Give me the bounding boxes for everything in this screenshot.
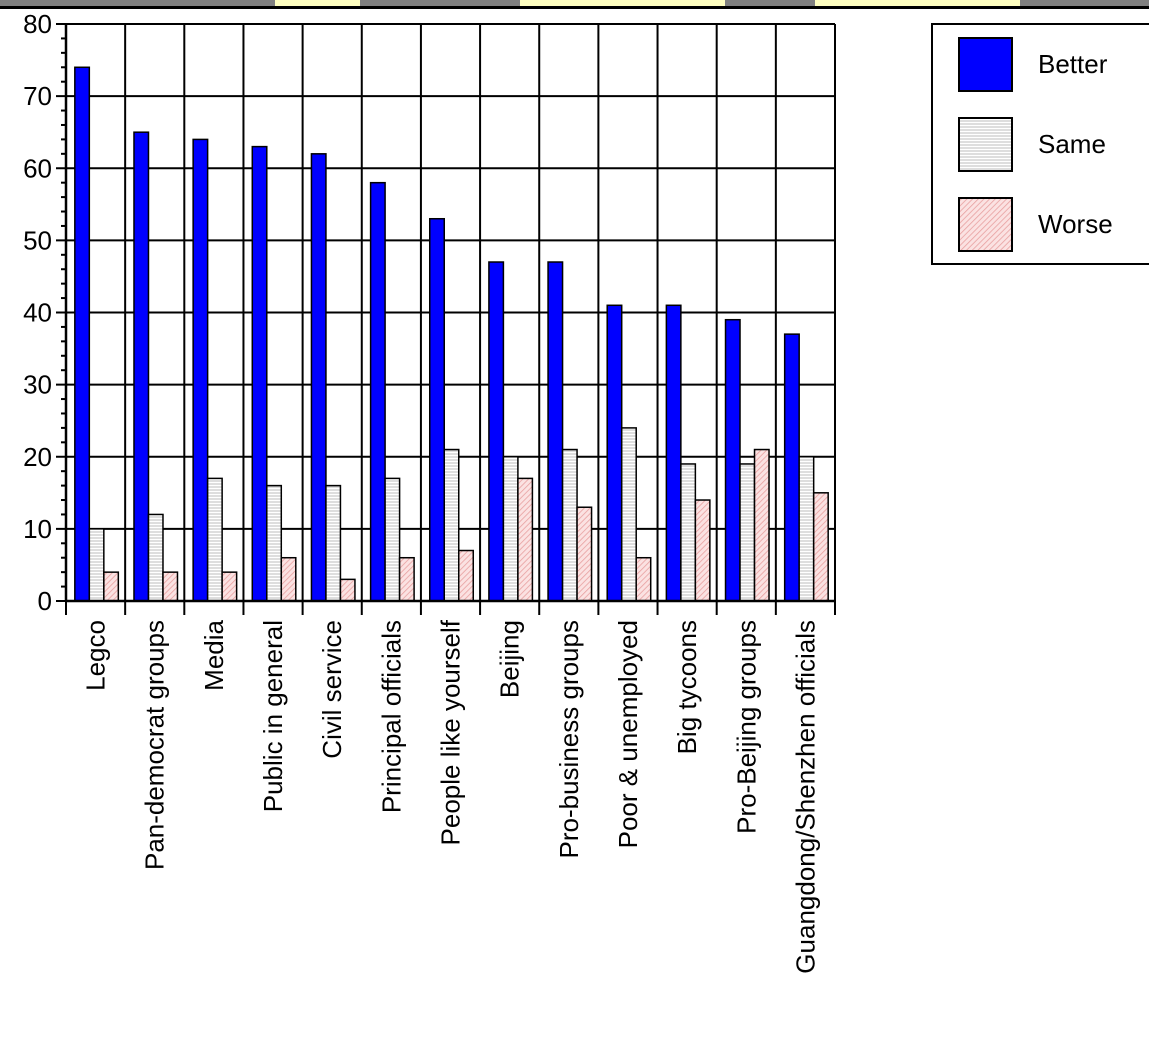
category-label: Big tycoons <box>672 620 702 754</box>
bar-better <box>310 153 327 602</box>
y-tick-label: 70 <box>23 81 52 111</box>
bar-better <box>74 66 91 602</box>
bar-same <box>798 456 815 602</box>
bar-same <box>739 463 756 602</box>
category-label: Principal officials <box>376 620 406 813</box>
y-tick-label: 0 <box>38 586 52 616</box>
y-tick-label: 80 <box>23 9 52 39</box>
legend: Better Same Worse <box>931 23 1149 265</box>
legend-swatch-worse <box>958 197 1013 252</box>
bar-better <box>547 261 564 602</box>
category-label: Poor & unemployed <box>613 620 643 848</box>
category-label: Beijing <box>495 620 525 698</box>
bar-better <box>488 261 505 602</box>
bar-better <box>251 145 268 602</box>
top-strip <box>0 0 1149 9</box>
bar-same <box>266 484 283 602</box>
legend-label-better: Better <box>1038 49 1108 79</box>
bar-better <box>665 304 682 602</box>
bar-same <box>325 484 342 602</box>
bar-worse <box>694 499 711 602</box>
legend-swatch-same <box>958 117 1013 172</box>
category-label: Pro-Beijing groups <box>731 620 761 834</box>
bar-worse <box>339 578 356 602</box>
bar-better <box>133 131 150 602</box>
category-label: Pro-business groups <box>554 620 584 858</box>
category-label: Pan-democrat groups <box>140 620 170 870</box>
bar-better <box>783 333 800 602</box>
legend-swatch-better <box>958 37 1013 92</box>
bar-worse <box>398 556 415 602</box>
category-label: Guangdong/Shenzhen officials <box>790 620 820 974</box>
y-tick-label: 20 <box>23 442 52 472</box>
bar-better <box>606 304 623 602</box>
y-tick-label: 30 <box>23 370 52 400</box>
bar-same <box>502 456 519 602</box>
bar-same <box>561 448 578 602</box>
y-tick-label: 40 <box>23 298 52 328</box>
bar-better <box>369 181 386 602</box>
legend-label-same: Same <box>1038 129 1106 159</box>
category-label: Legco <box>81 620 111 691</box>
bar-same <box>147 513 164 602</box>
bar-better <box>724 318 741 602</box>
bar-worse <box>517 477 534 602</box>
y-tick-label: 60 <box>23 153 52 183</box>
legend-label-worse: Worse <box>1038 209 1113 239</box>
bars <box>74 66 829 602</box>
y-tick-label: 50 <box>23 225 52 255</box>
x-axis-labels: Legco Pan-democrat groups Media Public in g… <box>81 619 821 973</box>
bar-worse <box>576 506 593 602</box>
bar-worse <box>162 571 179 602</box>
bar-better <box>192 138 209 602</box>
y-axis-ticks: 0 10 20 30 40 50 60 70 80 <box>23 9 66 616</box>
bar-worse <box>221 571 238 602</box>
bar-worse <box>458 549 474 602</box>
bar-worse <box>635 556 652 602</box>
category-label: People like yourself <box>436 619 466 845</box>
bar-worse <box>812 492 829 602</box>
category-label: Public in general <box>258 620 288 812</box>
bar-same <box>88 528 105 602</box>
bar-worse <box>103 571 120 602</box>
category-label: Civil service <box>317 620 347 759</box>
y-tick-label: 10 <box>23 514 52 544</box>
bar-better <box>429 217 445 602</box>
bar-worse <box>280 556 297 602</box>
bar-same <box>680 463 697 602</box>
bar-same <box>443 448 460 602</box>
bar-same <box>384 477 401 602</box>
category-label: Media <box>199 619 229 690</box>
bar-same <box>620 427 637 602</box>
bar-same <box>206 477 223 602</box>
bar-worse <box>753 448 770 602</box>
